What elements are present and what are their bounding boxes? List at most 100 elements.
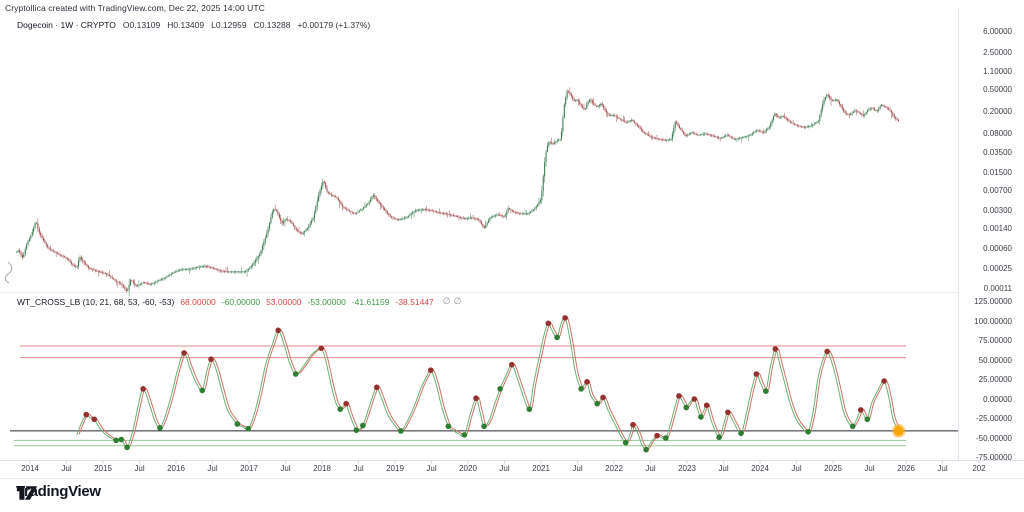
time-axis-label: 2014 [21, 464, 39, 473]
indicator-axis-label: 50.00000 [978, 355, 1012, 365]
time-axis-label: 202 [972, 464, 986, 473]
peak-dot [509, 361, 515, 368]
trough-dot [118, 436, 125, 443]
indicator-axis-label: -25.00000 [975, 414, 1012, 423]
brand-footer[interactable]: TradingView [16, 483, 101, 500]
peak-dot [275, 327, 282, 334]
price-axis-label: 0.00700 [983, 185, 1012, 195]
peak-dot [881, 378, 887, 384]
price-axis-label: 0.20000 [983, 107, 1012, 117]
price-axis-label: 0.00011 [983, 283, 1012, 293]
price-axis-label: 0.08000 [983, 128, 1012, 138]
indicator-values: 68.00000 -60.00000 53.00000 -53.00000 -41.61… [180, 297, 433, 307]
trough-dot [481, 423, 487, 430]
indicator-axis-label: 125.00000 [974, 297, 1012, 306]
time-axis-label: Jul [864, 464, 875, 473]
time-axis-label: Jul [645, 464, 656, 473]
time-axis-label: 2016 [167, 464, 185, 473]
trough-dot [360, 422, 366, 429]
brand-name: TradingView [16, 483, 101, 500]
time-axis-label: 2015 [94, 464, 112, 473]
indicator-axis-label: -50.00000 [975, 433, 1012, 443]
wt2-line [78, 316, 902, 450]
indicator-value: 68.00000 [180, 296, 216, 307]
trough-dot [716, 434, 722, 441]
peak-dot [824, 348, 830, 355]
trough-dot [594, 400, 601, 407]
indicator-title: WT_CROSS_LB (10, 21, 68, 53, -60, -53) [17, 296, 175, 307]
trough-dot [683, 404, 690, 411]
tradingview-logo-icon [16, 486, 38, 500]
price-axis-label: 2.50000 [983, 47, 1012, 57]
trough-dot [234, 421, 241, 427]
price-axis-label: 0.00025 [983, 264, 1012, 274]
trough-dot [113, 437, 119, 444]
trough-dot [738, 430, 744, 437]
trough-dot [698, 414, 704, 420]
time-axis-label: Jul [61, 464, 72, 473]
time-axis-label: Jul [207, 464, 218, 473]
candle-bodies-up [16, 90, 883, 291]
ohlc-low: L0.12959 [211, 20, 247, 30]
time-axis[interactable]: 2014 Jul 2015 Jul 2016 Jul 2017 Jul 2018 Jul 2019 J… [0, 461, 1024, 477]
peak-dot [630, 421, 636, 428]
trough-dot [199, 387, 206, 394]
time-axis-label: Jul [353, 464, 364, 473]
trough-dot [763, 388, 769, 395]
peak-dot [91, 416, 98, 423]
time-axis-label: 2021 [532, 464, 550, 473]
time-axis-label: 2017 [240, 464, 258, 473]
indicator-value: 53.00000 [266, 296, 302, 307]
trough-dot [622, 439, 629, 446]
price-axis-label: 0.00300 [983, 205, 1012, 215]
trough-dot [526, 406, 533, 412]
peak-dot [545, 320, 552, 327]
trough-dot [353, 427, 360, 434]
indicator-axis-label: 25.00000 [978, 375, 1012, 384]
candle-wicks-up [16, 88, 882, 297]
price-axis-label: 0.50000 [983, 85, 1012, 95]
peak-dot [753, 371, 760, 377]
price-axis-label: 0.01500 [983, 168, 1012, 178]
trough-dot [461, 432, 468, 438]
indicator-value: -41.61159 [351, 296, 390, 307]
trough-dot [398, 428, 404, 434]
candle-wicks-down [19, 87, 899, 293]
trough-dot [864, 416, 871, 423]
trough-dot [663, 435, 669, 441]
trough-dot [643, 446, 649, 453]
empty-value-icon: ∅ [453, 296, 462, 306]
indicator-axis-label: 0.00000 [983, 394, 1012, 404]
time-axis-label: Jul [718, 464, 729, 473]
ohlc-change: +0.00179 (+1.37%) [297, 20, 371, 30]
indicator-empty-icons: ∅ ∅ [440, 296, 462, 307]
price-axis-label: 0.00140 [983, 223, 1012, 233]
peak-dot [83, 411, 90, 418]
trough-dot [554, 334, 560, 341]
price-axis-label: 0.00060 [983, 243, 1012, 253]
ohlc-open: O0.13109 [122, 20, 161, 30]
peak-dot [181, 350, 187, 356]
peak-dot [427, 367, 434, 373]
indicator-axis-label: 100.00000 [974, 316, 1012, 326]
peak-dot [703, 402, 710, 409]
peak-dot [562, 315, 568, 321]
indicator-value: -53.00000 [307, 296, 346, 307]
trough-dot [805, 428, 811, 435]
left-edge-artifact [4, 261, 13, 284]
price-axis-label: 1.10000 [983, 66, 1012, 76]
time-axis-label: 2023 [678, 464, 696, 473]
candle-bodies-down [19, 90, 899, 291]
indicator-value: -60.00000 [221, 296, 261, 307]
peak-dot [584, 379, 590, 385]
indicator-axis-label: -75.00000 [975, 453, 1012, 462]
time-axis-label: 2019 [386, 464, 404, 473]
wt1-line [76, 316, 900, 451]
indicator-legend: WT_CROSS_LB (10, 21, 68, 53, -60, -53) 6… [17, 296, 461, 307]
time-axis-label: Jul [280, 464, 291, 473]
trough-dot [157, 425, 163, 431]
symbol-title: Dogecoin · 1W · CRYPTO [17, 20, 116, 30]
peak-dot [473, 395, 479, 402]
